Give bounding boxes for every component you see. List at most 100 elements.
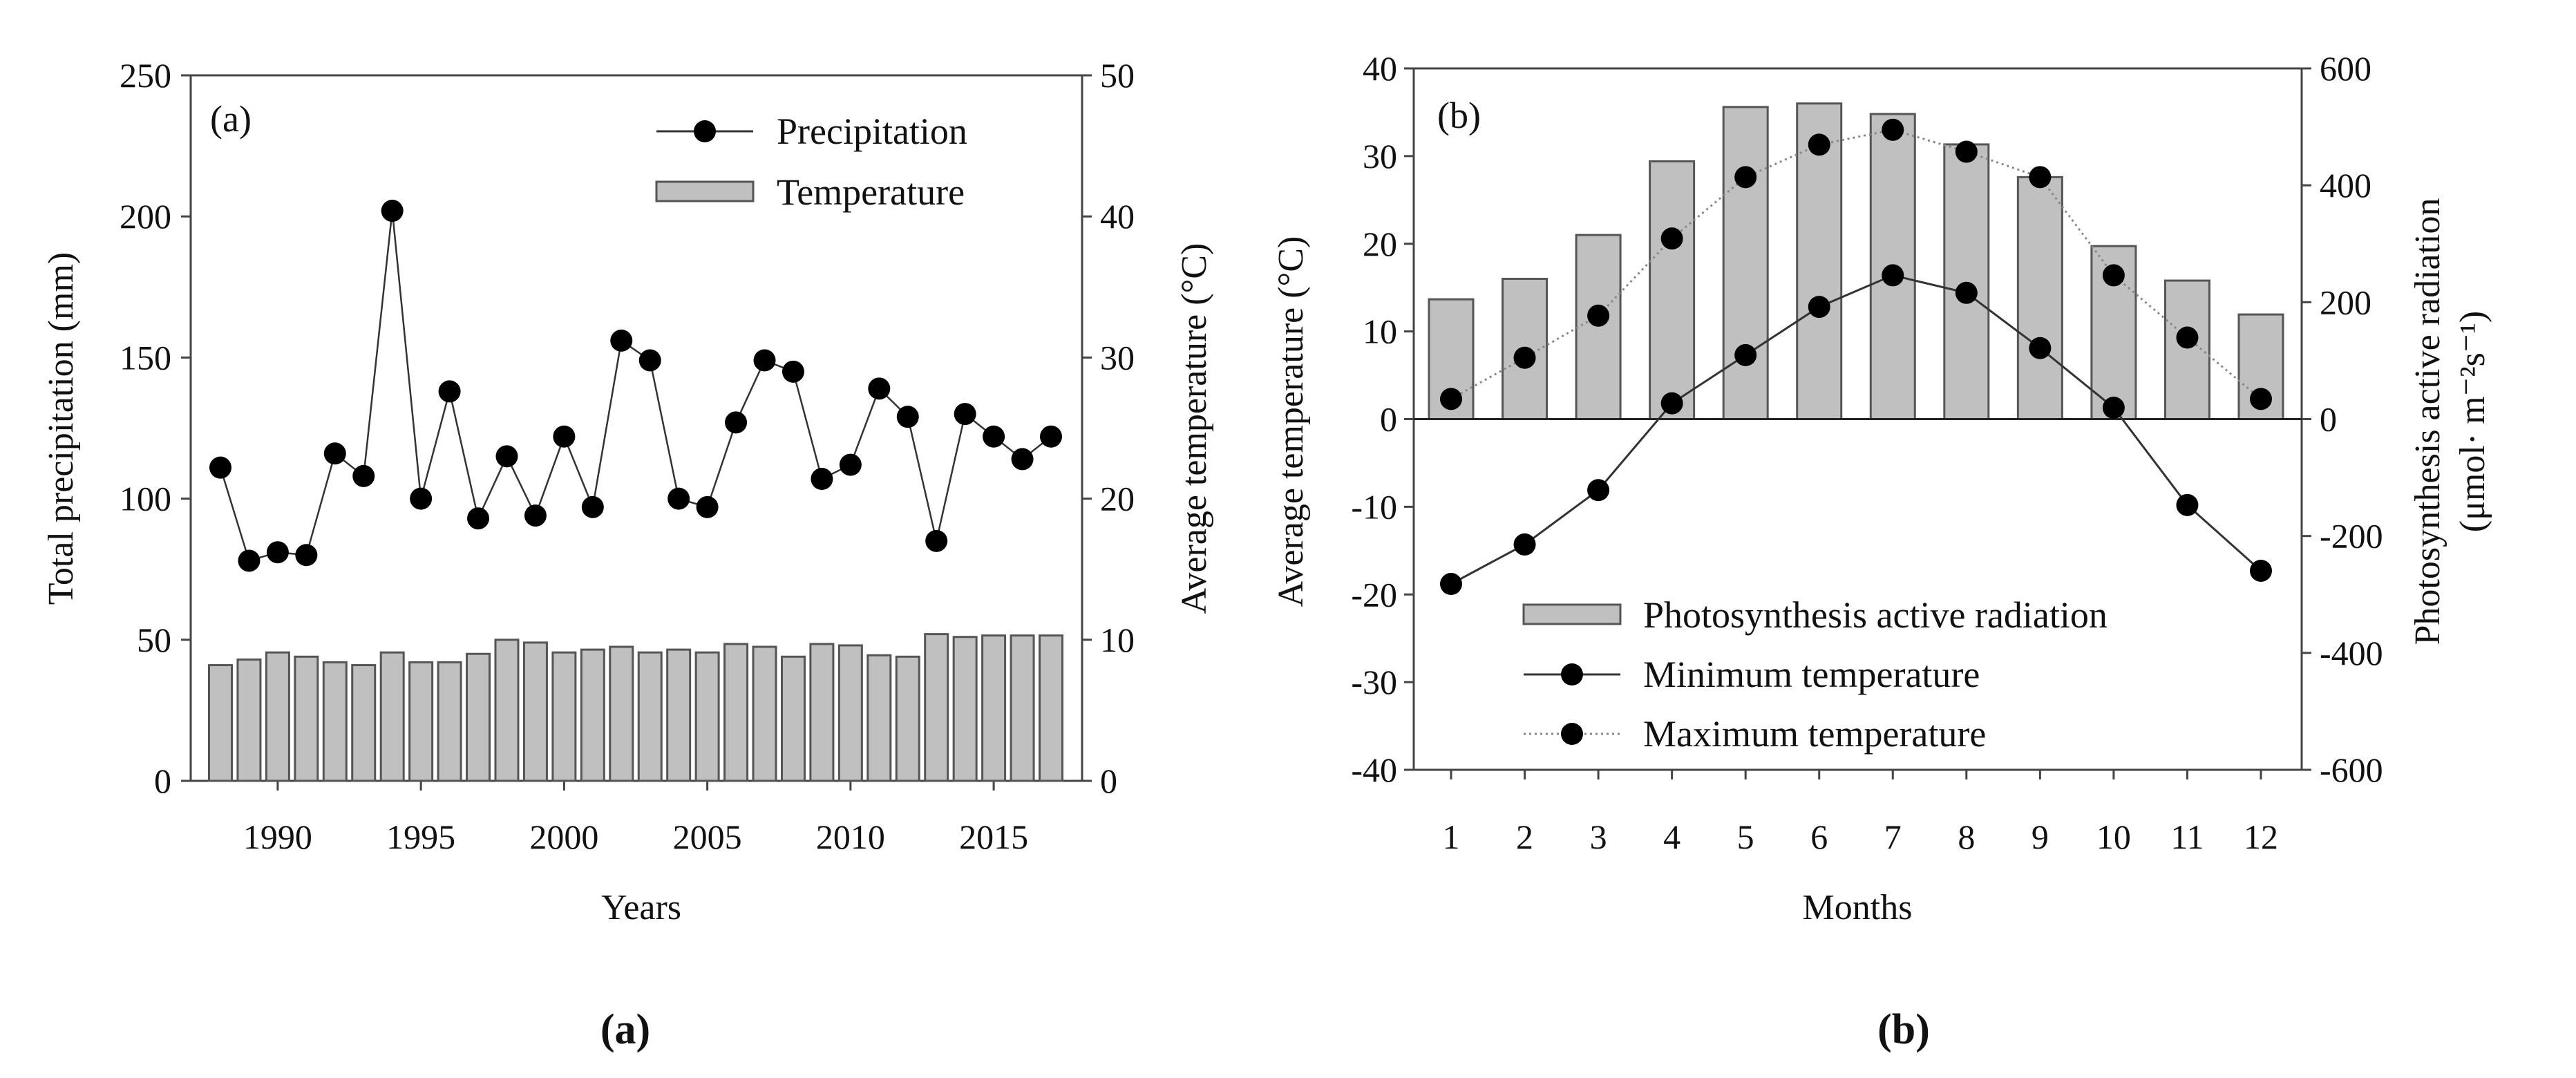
plot-frame xyxy=(189,74,1083,782)
y-tick-label: 10 xyxy=(1363,312,1397,351)
precipitation-point xyxy=(323,442,346,465)
legend-swatch-temperature xyxy=(655,180,755,202)
x-tick-label: 12 xyxy=(2244,817,2278,856)
y2-tick-label: 40 xyxy=(1100,197,1135,236)
precipitation-point xyxy=(410,487,433,510)
temperature-bar xyxy=(895,655,920,782)
temperature-bar xyxy=(236,658,262,782)
y2-axis-title: Average temperature (°C) xyxy=(1175,243,1214,614)
max-temperature-line xyxy=(1450,129,2262,400)
y-tick-label: 0 xyxy=(154,762,171,800)
caption-a: (a) xyxy=(600,1006,650,1053)
temperature-bar xyxy=(437,661,462,782)
y-tick-label: -40 xyxy=(1351,750,1397,789)
y-axis-title: Average temperature (°C) xyxy=(1271,236,1311,607)
y2-tick-label: 400 xyxy=(2320,166,2371,205)
min-temperature-point xyxy=(1513,533,1536,556)
precipitation-point xyxy=(266,541,289,564)
precipitation-point xyxy=(553,425,576,448)
par-bar xyxy=(1796,102,1843,420)
precipitation-point xyxy=(352,464,375,487)
y-tick-label: 250 xyxy=(120,56,171,95)
x-tick-label: 4 xyxy=(1663,817,1680,856)
x-tick-label: 3 xyxy=(1590,817,1607,856)
precipitation-point xyxy=(925,529,948,552)
min-temperature-point xyxy=(1808,296,1830,319)
legend-swatch-par xyxy=(1522,603,1622,625)
temperature-bar xyxy=(379,651,405,782)
max-temperature-point xyxy=(1660,227,1683,250)
temperature-bar xyxy=(1010,634,1035,782)
y-tick-label: 0 xyxy=(1380,400,1397,439)
precipitation-point xyxy=(438,380,461,403)
y2-tick-label: 600 xyxy=(2320,49,2371,88)
legend-label-temperature: Temperature xyxy=(777,171,965,213)
y-tick-label: 200 xyxy=(120,197,171,236)
y-tick-label: 100 xyxy=(120,480,171,518)
precipitation-point xyxy=(209,456,231,479)
x-tick-label: 2010 xyxy=(816,817,885,856)
y2-tick-label: 10 xyxy=(1100,621,1135,659)
precipitation-point xyxy=(725,411,748,434)
max-temperature-point xyxy=(1513,346,1536,369)
precipitation-point xyxy=(381,200,404,223)
x-axis-title: Months xyxy=(1803,888,1913,927)
legend-label-min: Minimum temperature xyxy=(1643,654,1980,695)
y2-tick-label: -400 xyxy=(2320,634,2383,672)
y-tick-label: 30 xyxy=(1363,137,1397,176)
precipitation-line xyxy=(219,210,1052,562)
min-temperature-point xyxy=(2250,559,2272,582)
temperature-bar xyxy=(866,654,892,782)
x-tick-label: 10 xyxy=(2096,817,2131,856)
temperature-bar xyxy=(723,643,749,782)
max-temperature-point xyxy=(1808,133,1830,156)
y2-tick-label: -600 xyxy=(2320,750,2383,789)
min-temperature-point xyxy=(2102,397,2125,419)
min-temperature-point xyxy=(1660,392,1683,415)
min-temperature-line xyxy=(1450,274,2262,585)
temperature-bar xyxy=(981,634,1007,782)
max-temperature-point xyxy=(1955,140,1978,163)
y-axis-title: Total precipitation (mm) xyxy=(41,252,81,605)
temperature-bar xyxy=(466,652,491,782)
par-bar xyxy=(1575,234,1622,420)
temperature-bar xyxy=(924,633,949,782)
min-temperature-point xyxy=(1882,264,1904,287)
precipitation-point xyxy=(896,406,919,428)
x-tick-label: 2 xyxy=(1516,817,1533,856)
panel-a: 0 50 100 150 200 250 0 10 20 30 40 50 1990 1995 2000 20… xyxy=(41,56,1214,1053)
y2-axis-title-line1: Photosynthesis active radiation xyxy=(2408,198,2447,645)
precipitation-point xyxy=(696,495,719,518)
x-tick-label: 1 xyxy=(1443,817,1460,856)
y2-tick-label: 200 xyxy=(2320,283,2371,321)
y-tick-label: -30 xyxy=(1351,663,1397,701)
precipitation-point xyxy=(467,507,490,530)
precipitation-point xyxy=(839,453,862,476)
y2-tick-label: 30 xyxy=(1100,338,1135,377)
temperature-bar xyxy=(494,639,520,782)
precipitation-point xyxy=(868,377,891,400)
max-temperature-point xyxy=(2250,388,2272,410)
temperature-bar xyxy=(609,645,634,782)
precipitation-point xyxy=(524,504,547,527)
par-bar xyxy=(2016,176,2063,420)
legend-marker-min xyxy=(1561,663,1583,685)
legend-marker-max xyxy=(1561,723,1583,745)
x-tick-label: 7 xyxy=(1884,817,1902,856)
min-temperature-point xyxy=(2176,493,2199,516)
x-axis-title: Years xyxy=(601,888,681,927)
min-temperature-point xyxy=(1955,281,1978,304)
x-tick-label: 8 xyxy=(1958,817,1975,856)
precipitation-point xyxy=(1040,425,1062,448)
x-tick-label: 5 xyxy=(1737,817,1754,856)
precipitation-point xyxy=(610,329,633,352)
x-tick-label: 1990 xyxy=(243,817,312,856)
panel-label: (b) xyxy=(1437,95,1481,136)
temperature-bar xyxy=(837,644,863,782)
x-tick-label: 2015 xyxy=(959,817,1028,856)
y-tick-label: 20 xyxy=(1363,225,1397,263)
temperature-bar xyxy=(522,641,548,782)
temperature-bar xyxy=(351,664,377,782)
precipitation-point xyxy=(753,349,776,372)
precipitation-point xyxy=(581,495,604,518)
